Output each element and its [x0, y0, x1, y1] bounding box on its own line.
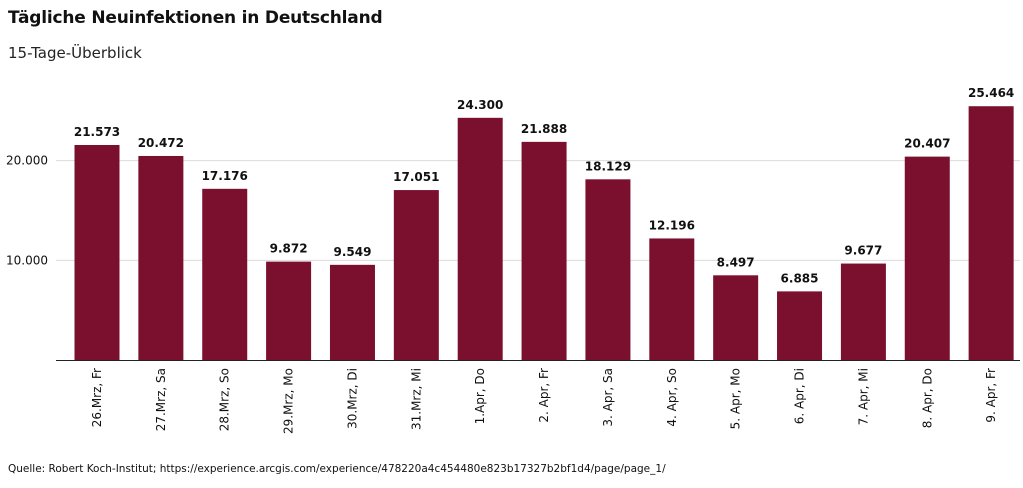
bar [138, 155, 184, 360]
x-tick-label: 1.Apr, Do [473, 368, 487, 424]
data-label: 18.129 [585, 159, 631, 173]
x-tick-label: 28.Mrz, So [218, 368, 232, 431]
data-label: 9.549 [333, 245, 371, 259]
data-label: 21.888 [521, 122, 567, 136]
x-tick-label: 2. Apr, Fr [537, 368, 551, 423]
bar [202, 188, 248, 360]
y-tick-label: 10.000 [6, 253, 48, 267]
data-label: 17.051 [393, 170, 439, 184]
chart-title: Tägliche Neuinfektionen in Deutschland [8, 8, 383, 28]
bar [74, 145, 120, 360]
chart-subtitle: 15-Tage-Überblick [8, 44, 142, 62]
data-label: 12.196 [649, 218, 695, 232]
data-label: 8.497 [717, 255, 755, 269]
x-tick-label: 3. Apr, Sa [601, 368, 615, 427]
bar [457, 117, 503, 360]
x-tick-label: 8. Apr, Do [920, 368, 934, 428]
data-label: 9.872 [270, 242, 308, 256]
data-label: 25.464 [968, 86, 1014, 100]
data-label: 24.300 [457, 98, 503, 112]
bar [521, 141, 567, 360]
x-tick-label: 29.Mrz, Mo [282, 368, 296, 434]
bar [840, 263, 886, 360]
data-label: 20.407 [904, 137, 950, 151]
bars [74, 106, 1014, 361]
bar [777, 291, 823, 360]
bar [968, 106, 1014, 361]
y-axis-ticks: 10.000 20.000 [6, 154, 48, 268]
data-label: 21.573 [74, 125, 120, 139]
data-labels: 21.573 20.472 17.176 9.872 9.549 17.051 24.300… [74, 86, 1014, 285]
x-tick-label: 27.Mrz, Sa [154, 368, 168, 431]
x-tick-label: 31.Mrz, Mi [409, 368, 423, 430]
data-label: 20.472 [138, 136, 184, 150]
source-note: Quelle: Robert Koch-Institut; https://ex… [8, 463, 666, 475]
bar [649, 238, 695, 360]
x-tick-label: 6. Apr, Di [793, 368, 807, 424]
x-tick-label: 7. Apr, Mi [856, 368, 870, 425]
x-tick-label: 30.Mrz, Di [345, 368, 359, 429]
x-tick-label: 26.Mrz, Fr [90, 368, 104, 427]
x-tick-label: 4. Apr, So [665, 368, 679, 427]
bar [329, 264, 375, 360]
bar [585, 179, 631, 360]
bar [393, 190, 439, 360]
x-axis-labels: 26.Mrz, Fr 27.Mrz, Sa 28.Mrz, So 29.Mrz, Mo… [90, 368, 998, 434]
data-label: 6.885 [781, 271, 819, 285]
x-tick-label: 5. Apr, Mo [729, 368, 743, 429]
bar [904, 156, 950, 360]
bar [266, 261, 312, 360]
data-label: 17.176 [202, 169, 248, 183]
data-label: 9.677 [844, 244, 882, 258]
bar [713, 275, 759, 360]
x-tick-label: 9. Apr, Fr [984, 368, 998, 423]
y-tick-label: 20.000 [6, 154, 48, 168]
